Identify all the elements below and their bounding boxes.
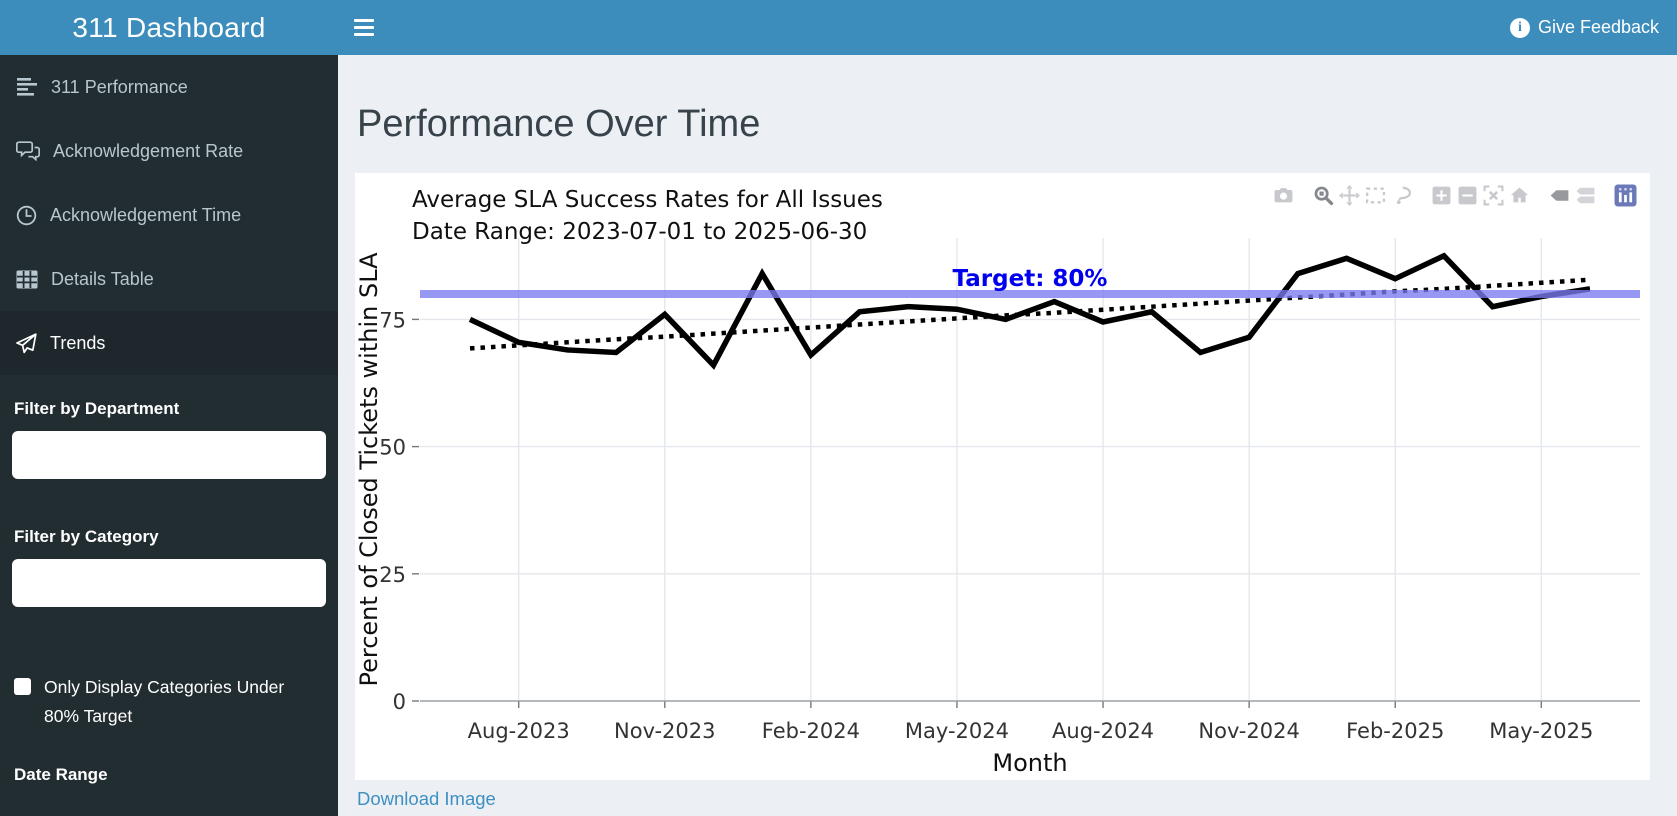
page-title: Performance Over Time (357, 103, 761, 145)
sidebar-item-label: Trends (50, 332, 106, 353)
series-line-solid (468, 252, 1591, 370)
filter-department-input[interactable] (12, 431, 326, 479)
filter-department-label: Filter by Department (14, 399, 180, 418)
y-tick-label: 25 (379, 563, 406, 587)
x-tick-label: May-2025 (1489, 719, 1593, 743)
under-target-checkbox[interactable] (14, 678, 31, 695)
filter-category-input[interactable] (12, 559, 326, 607)
target-annotation: Target: 80% (953, 266, 1108, 292)
x-tick-label: Feb-2024 (762, 719, 860, 743)
app-brand: 311 Dashboard (72, 11, 266, 43)
y-axis-title: Percent of Closed Tickets within SLA (355, 252, 383, 687)
hover-closest-icon[interactable] (1546, 183, 1572, 207)
x-tick-label: Feb-2025 (1346, 719, 1444, 743)
zoom-in-icon[interactable] (1428, 183, 1454, 207)
sidebar-item-acknowledgement-rate[interactable]: Acknowledgement Rate (0, 119, 338, 183)
sla-line-chart[interactable]: Aug-2023 Nov-2023 Feb-2024 May-2024 Aug-2024… (355, 173, 1650, 780)
camera-icon[interactable] (1270, 183, 1296, 207)
sidebar-item-311-performance[interactable]: 311 Performance (0, 55, 338, 119)
y-tick-label: 50 (379, 436, 406, 460)
under-target-checkbox-label[interactable]: Only Display Categories Under 80% Target (44, 677, 285, 726)
chart-subtitle: Date Range: 2023-07-01 to 2025-06-30 (412, 219, 868, 245)
chart-title: Average SLA Success Rates for All Issues (412, 187, 883, 213)
sidebar-item-acknowledgement-time[interactable]: Acknowledgement Time (0, 183, 338, 247)
x-tick-label: May-2024 (905, 719, 1009, 743)
zoom-icon[interactable] (1310, 183, 1336, 207)
chart-card: Aug-2023 Nov-2023 Feb-2024 May-2024 Aug-2024… (355, 173, 1650, 780)
chart-title-block: Average SLA Success Rates for All Issues… (412, 184, 883, 248)
comments-icon (16, 141, 40, 161)
autoscale-icon[interactable] (1480, 183, 1506, 207)
y-tick-label: 75 (379, 308, 406, 332)
x-tick-label: Nov-2024 (1198, 719, 1299, 743)
sidebar-item-details-table[interactable]: Details Table (0, 247, 338, 311)
main-content: Performance Over Time Aug-2023 Nov-2023 Fe… (338, 55, 1677, 816)
sidebar: 311 Performance Acknowledgement Rate Ack… (0, 55, 338, 816)
sidebar-item-label: Details Table (51, 268, 154, 289)
give-feedback-label: Give Feedback (1537, 17, 1659, 37)
sidebar-item-label: Acknowledgement Rate (53, 140, 244, 161)
zoom-out-icon[interactable] (1454, 183, 1480, 207)
x-tick-label: Aug-2024 (1052, 719, 1154, 743)
paper-plane-icon (16, 332, 37, 353)
give-feedback-button[interactable]: i Give Feedback (1492, 0, 1677, 55)
plotly-logo-icon[interactable] (1612, 183, 1638, 207)
sidebar-item-label: 311 Performance (51, 76, 188, 97)
sidebar-toggle-icon[interactable] (338, 0, 390, 55)
pan-icon[interactable] (1336, 183, 1362, 207)
download-image-link[interactable]: Download Image (357, 788, 496, 809)
sidebar-item-trends[interactable]: Trends (0, 311, 338, 375)
sidebar-item-label: Acknowledgement Time (50, 204, 242, 225)
table-icon (16, 270, 38, 288)
tasks-icon (17, 78, 37, 96)
filter-category-label: Filter by Category (14, 527, 159, 546)
info-icon: i (1509, 17, 1530, 38)
box-select-icon[interactable] (1362, 183, 1388, 207)
y-tick-label: 0 (393, 690, 406, 714)
hover-compare-icon[interactable] (1572, 183, 1598, 207)
clock-icon (16, 205, 37, 225)
x-axis-title: Month (992, 749, 1067, 777)
plotly-modebar (1270, 183, 1638, 207)
x-tick-label: Nov-2023 (614, 719, 715, 743)
under-target-checkbox-row: Only Display Categories Under 80% Target (14, 673, 324, 731)
x-tick-label: Aug-2023 (468, 719, 570, 743)
date-range-label: Date Range (14, 765, 108, 784)
top-navbar: 311 Dashboard i Give Feedback (0, 0, 1677, 55)
reset-axes-icon[interactable] (1506, 183, 1532, 207)
lasso-select-icon[interactable] (1388, 183, 1414, 207)
